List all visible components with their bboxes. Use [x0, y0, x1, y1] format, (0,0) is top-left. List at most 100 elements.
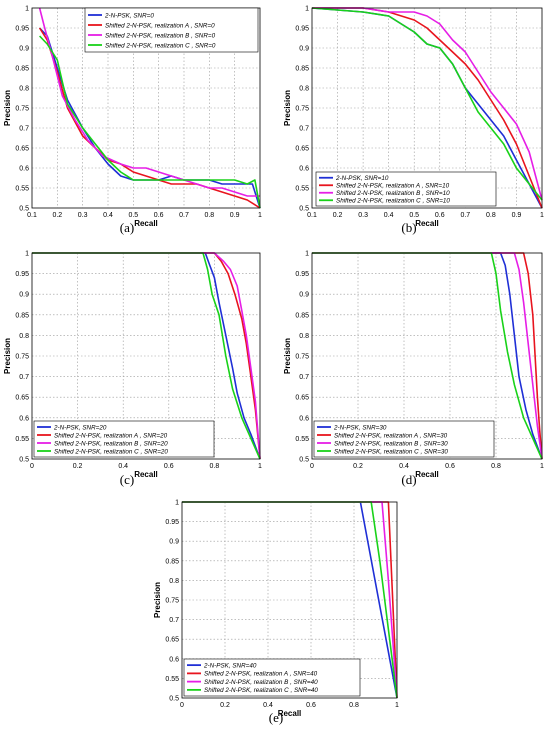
y-tick-label: 0.85	[165, 558, 179, 565]
y-tick-label: 0.9	[299, 292, 309, 299]
x-tick-label: 0.6	[435, 212, 445, 219]
x-tick-label: 0.2	[73, 463, 83, 470]
legend-entry: Shifted 2-N-PSK, realization C , SNR=10	[336, 198, 450, 205]
axes-frame	[31, 252, 261, 460]
y-tick-label: 1	[305, 6, 309, 13]
y-tick-label: 0.85	[15, 312, 29, 319]
series-line-red	[312, 7, 543, 209]
chart-panel-e: 0 0.2 0.4 0.6 0.8 1 0.5 0.55 0.6 0.65 0.7 0.75 0.8 0.…	[153, 500, 399, 726]
y-axis-label: Precision	[153, 582, 162, 618]
y-tick-label: 0.85	[295, 66, 309, 73]
legend-box	[33, 420, 215, 458]
axes-frame	[311, 7, 543, 209]
y-tick-label: 0.9	[169, 539, 179, 546]
legend-entry: Shifted 2-N-PSK, realization A , SNR=10	[336, 183, 450, 190]
chart-panel-b: 0.1 0.2 0.3 0.4 0.5 0.6 0.7 0.8 0.9 1 0.5 0.55 0.6 0.…	[283, 6, 544, 236]
y-tick-label: 0.5	[299, 457, 309, 464]
y-tick-label: 0.75	[165, 598, 179, 605]
legend-entry: 2-N-PSK, SNR=0	[104, 12, 154, 19]
y-tick-label: 0.7	[299, 126, 309, 133]
y-tick-label: 0.55	[295, 436, 309, 443]
x-axis-label: Recall	[278, 709, 302, 718]
x-tick-label: 0.9	[512, 212, 522, 219]
x-tick-label: 0.4	[118, 463, 128, 470]
y-tick-label: 1	[25, 251, 29, 258]
series-line-red	[38, 27, 261, 209]
x-tick-label: 0.6	[154, 212, 164, 219]
panel-label: (a)	[120, 220, 134, 235]
legend: 2-N-PSK, SNR=20 Shifted 2-N-PSK, realizat…	[33, 420, 215, 458]
y-tick-label: 0.75	[295, 106, 309, 113]
chart-panel-c: 0 0.2 0.4 0.6 0.8 1 0.5 0.55 0.6 0.65 0.7 0.75 0.8 0.…	[3, 251, 262, 488]
legend-entry: 2-N-PSK, SNR=40	[203, 662, 257, 669]
series-line-red	[312, 252, 543, 460]
x-tick-label: 0.8	[349, 702, 359, 709]
x-tick-label: 0.7	[179, 212, 189, 219]
y-tick-label: 0.55	[15, 436, 29, 443]
y-tick-label: 0.8	[299, 86, 309, 93]
x-tick-label: 0.4	[103, 212, 113, 219]
x-tick-label: 0.2	[353, 463, 363, 470]
x-tick-label: 1	[540, 212, 544, 219]
y-tick-label: 0.85	[295, 312, 309, 319]
x-tick-label: 0.1	[27, 212, 37, 219]
legend-entry: Shifted 2-N-PSK, realization B , SNR=20	[54, 440, 168, 447]
y-tick-label: 0.95	[295, 26, 309, 33]
x-tick-label: 0.2	[333, 212, 343, 219]
y-tick-label: 0.6	[169, 656, 179, 663]
x-tick-label: 0.7	[460, 212, 470, 219]
y-tick-label: 0.7	[19, 374, 29, 381]
y-tick-label: 1	[25, 6, 29, 13]
x-tick-label: 0	[30, 463, 34, 470]
x-tick-label: 0.6	[306, 702, 316, 709]
x-tick-label: 0.8	[204, 212, 214, 219]
legend-entry: Shifted 2-N-PSK, realization C , SNR=0	[105, 42, 216, 49]
legend-entry: Shifted 2-N-PSK, realization B , SNR=40	[204, 679, 318, 686]
panel-label: (b)	[401, 220, 416, 235]
y-tick-label: 0.55	[15, 186, 29, 193]
series-line-blue	[312, 252, 543, 460]
y-tick-label: 0.8	[299, 333, 309, 340]
series-line-green	[312, 252, 543, 460]
x-tick-label: 0.3	[358, 212, 368, 219]
panel-label: (c)	[120, 472, 134, 487]
x-tick-label: 0.8	[491, 463, 501, 470]
legend-box	[84, 7, 259, 53]
x-tick-label: 0.8	[486, 212, 496, 219]
y-tick-label: 0.6	[299, 166, 309, 173]
x-tick-label: 0.6	[445, 463, 455, 470]
series-line-blue	[32, 252, 261, 460]
chart-panel-a: 0.1 0.2 0.3 0.4 0.5 0.6 0.7 0.8 0.9 1 0.5 0.55 0.6 0.…	[3, 6, 262, 236]
chart-panel-d: 0 0.2 0.4 0.6 0.8 1 0.5 0.55 0.6 0.65 0.7 0.75 0.8 0.…	[283, 251, 544, 488]
legend-entry: 2-N-PSK, SNR=10	[335, 175, 389, 182]
legend: 2-N-PSK, SNR=0 Shifted 2-N-PSK, realizati…	[84, 7, 259, 53]
legend-entry: Shifted 2-N-PSK, realization B , SNR=0	[105, 32, 216, 39]
x-tick-label: 0.8	[210, 463, 220, 470]
x-tick-label: 0.6	[164, 463, 174, 470]
x-tick-label: 0.4	[263, 702, 273, 709]
series-line-green	[32, 252, 261, 460]
y-tick-label: 0.65	[295, 395, 309, 402]
y-tick-label: 0.75	[295, 354, 309, 361]
y-tick-label: 0.6	[19, 166, 29, 173]
y-tick-label: 0.5	[19, 457, 29, 464]
y-tick-label: 0.55	[165, 676, 179, 683]
y-tick-label: 0.8	[19, 333, 29, 340]
y-tick-label: 0.85	[15, 66, 29, 73]
x-tick-label: 0.3	[78, 212, 88, 219]
y-axis-label: Precision	[3, 338, 12, 374]
y-tick-label: 0.9	[19, 46, 29, 53]
legend-entry: Shifted 2-N-PSK, realization A , SNR=40	[204, 671, 318, 678]
legend-entry: Shifted 2-N-PSK, realization C , SNR=40	[204, 687, 318, 694]
series-line-magenta	[32, 252, 261, 460]
legend-box	[313, 420, 495, 458]
legend-entry: 2-N-PSK, SNR=30	[333, 424, 387, 431]
x-tick-label: 0.2	[52, 212, 62, 219]
x-tick-label: 0.5	[409, 212, 419, 219]
y-tick-label: 0.7	[299, 374, 309, 381]
legend-entry: 2-N-PSK, SNR=20	[53, 424, 107, 431]
legend-entry: Shifted 2-N-PSK, realization C , SNR=20	[54, 448, 168, 455]
x-axis-label: Recall	[415, 219, 439, 228]
